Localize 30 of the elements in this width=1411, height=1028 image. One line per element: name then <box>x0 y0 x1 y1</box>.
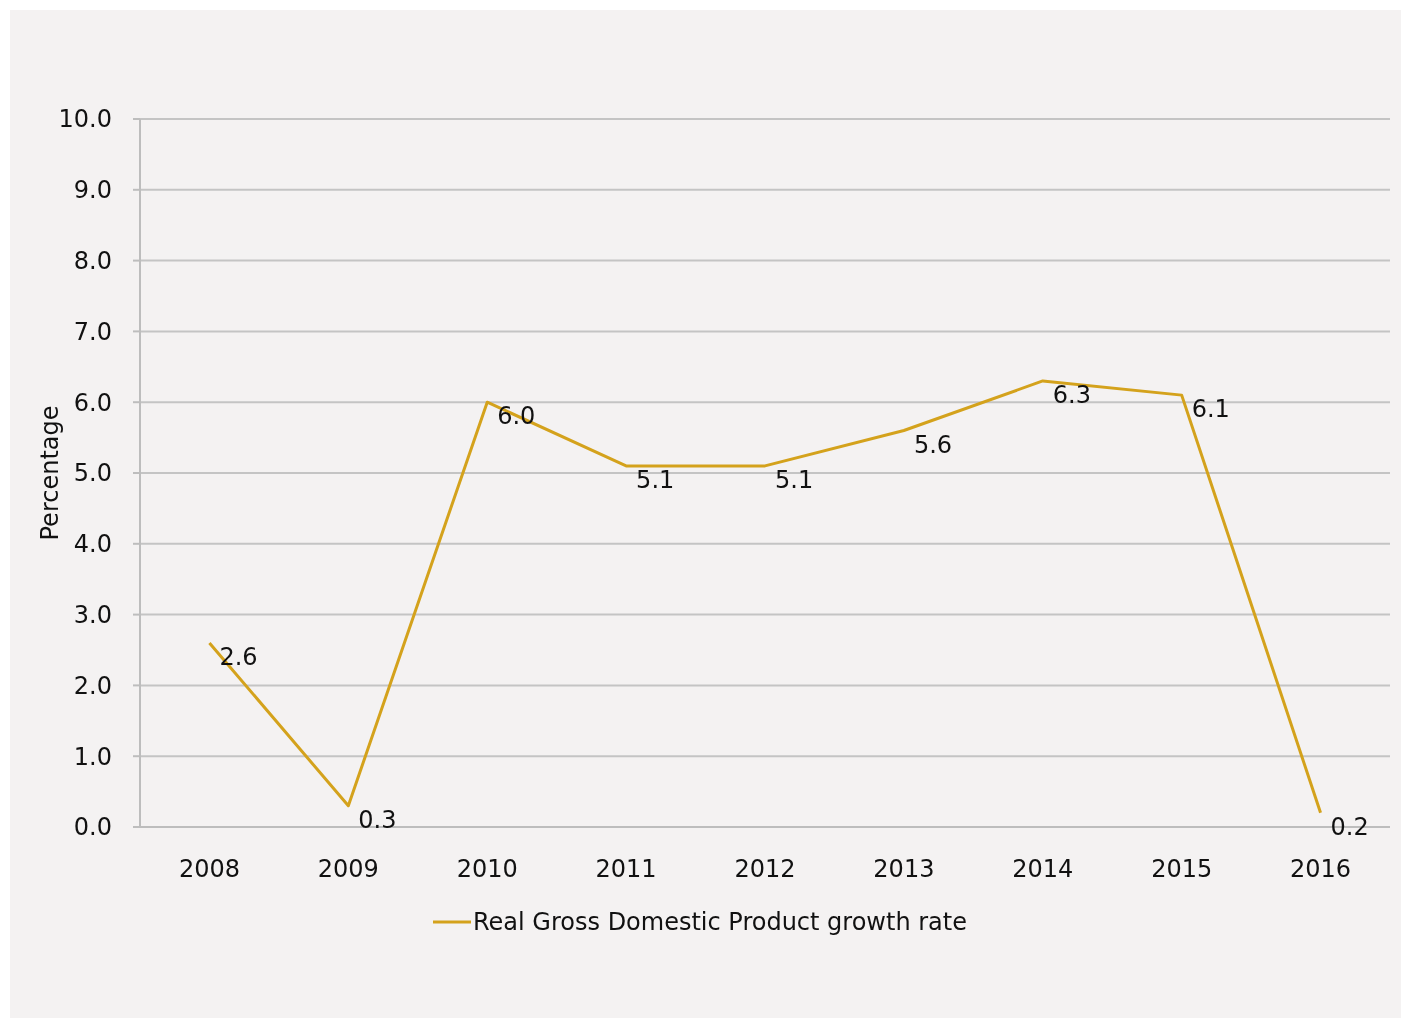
data-label: 5.6 <box>913 430 953 459</box>
x-tick-label: 2010 <box>456 855 518 883</box>
x-tick-label: 2011 <box>595 855 657 883</box>
y-tick-label: 10.0 <box>58 105 112 134</box>
data-label: 6.3 <box>1052 380 1091 409</box>
y-tick-label: 5.0 <box>73 459 112 488</box>
x-tick-label: 2014 <box>1012 855 1074 883</box>
data-label: 0.3 <box>358 805 397 834</box>
y-tick-label: 0.0 <box>73 813 112 842</box>
y-tick-label: 9.0 <box>73 176 112 205</box>
data-label: 6.1 <box>1191 395 1230 424</box>
y-tick-label: 3.0 <box>73 601 112 629</box>
data-label: 2.6 <box>219 642 258 671</box>
y-tick-label: 1.0 <box>73 742 112 771</box>
x-tick-label: 2008 <box>178 855 240 883</box>
y-axis-title: Percentage <box>36 405 64 541</box>
x-tick-label: 2012 <box>734 855 796 883</box>
legend-label: Real Gross Domestic Product growth rate <box>473 908 967 937</box>
y-tick-label: 4.0 <box>73 530 112 559</box>
data-label: 5.1 <box>775 465 814 494</box>
y-tick-label: 7.0 <box>73 317 112 346</box>
x-tick-label: 2015 <box>1151 855 1213 883</box>
y-tick-label: 2.0 <box>73 671 112 700</box>
x-tick-label: 2009 <box>317 855 379 883</box>
data-label: 0.2 <box>1330 812 1369 841</box>
y-tick-label: 6.0 <box>73 388 112 417</box>
x-tick-label: 2013 <box>873 855 935 883</box>
data-label: 5.1 <box>636 465 675 494</box>
y-tick-label: 8.0 <box>73 247 112 275</box>
x-tick-label: 2016 <box>1290 855 1352 883</box>
